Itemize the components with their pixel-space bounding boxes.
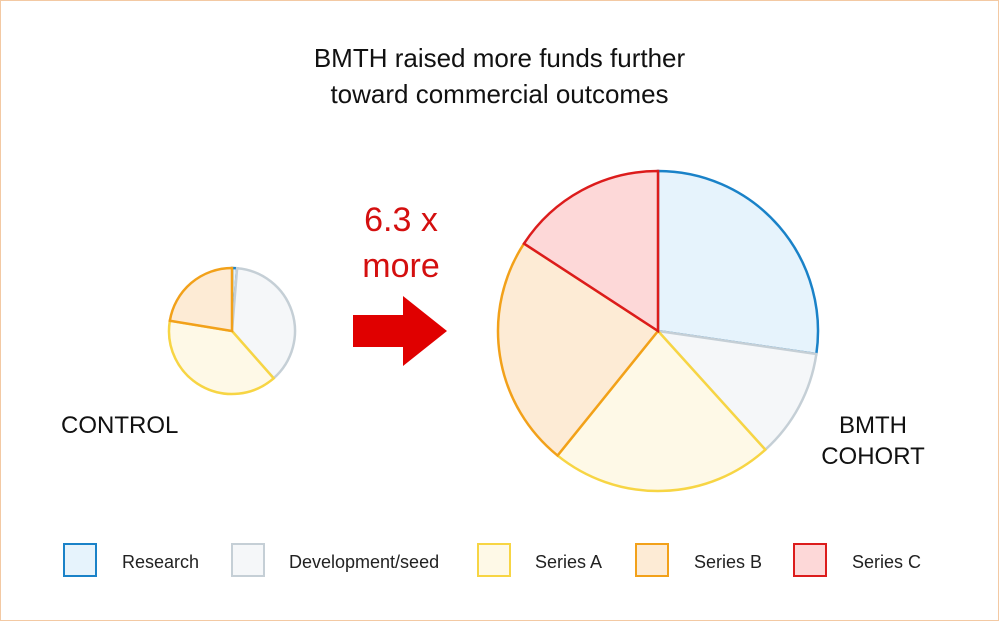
multiplier-annotation: 6.3 x more bbox=[336, 197, 466, 289]
legend-swatch-series-c bbox=[793, 543, 827, 577]
bmth-cohort-label: BMTH COHORT bbox=[808, 410, 938, 472]
bmth-label-line-2: COHORT bbox=[821, 443, 925, 470]
legend-swatch-development-seed bbox=[231, 543, 265, 577]
pie-slice-series-b bbox=[168, 266, 234, 333]
pie-slice-development-seed bbox=[654, 329, 818, 452]
control-label: CONTROL bbox=[61, 412, 179, 439]
title-line-2: toward commercial outcomes bbox=[330, 79, 669, 109]
legend-label-series-b: Series B bbox=[694, 552, 763, 572]
pie-slice-series-c bbox=[522, 169, 660, 334]
pie-control bbox=[167, 266, 297, 396]
legend-swatch-research bbox=[63, 543, 97, 577]
pie-slice-series-a bbox=[555, 329, 768, 493]
chart-title: BMTH raised more funds further toward co… bbox=[0, 40, 999, 112]
legend-label-series-c: Series C bbox=[852, 552, 922, 572]
multiplier-suffix: more bbox=[362, 247, 440, 285]
pie-slice-development-seed bbox=[230, 266, 297, 381]
multiplier-value: 6.3 x bbox=[364, 201, 438, 239]
title-line-1: BMTH raised more funds further bbox=[313, 43, 686, 73]
legend-label-series-a: Series A bbox=[535, 552, 603, 572]
legend-swatch-series-b bbox=[635, 543, 669, 577]
pie-slice-research bbox=[656, 169, 820, 356]
pie-bmth-cohort bbox=[496, 169, 820, 493]
pie-slice-series-b bbox=[496, 241, 660, 458]
pie-slice-series-a bbox=[167, 319, 276, 396]
legend-label-development-seed: Development/seed bbox=[289, 552, 440, 572]
bmth-label-line-1: BMTH bbox=[839, 412, 907, 439]
legend-swatch-series-a bbox=[477, 543, 511, 577]
growth-arrow bbox=[353, 296, 447, 366]
legend-label-research: Research bbox=[122, 552, 200, 572]
